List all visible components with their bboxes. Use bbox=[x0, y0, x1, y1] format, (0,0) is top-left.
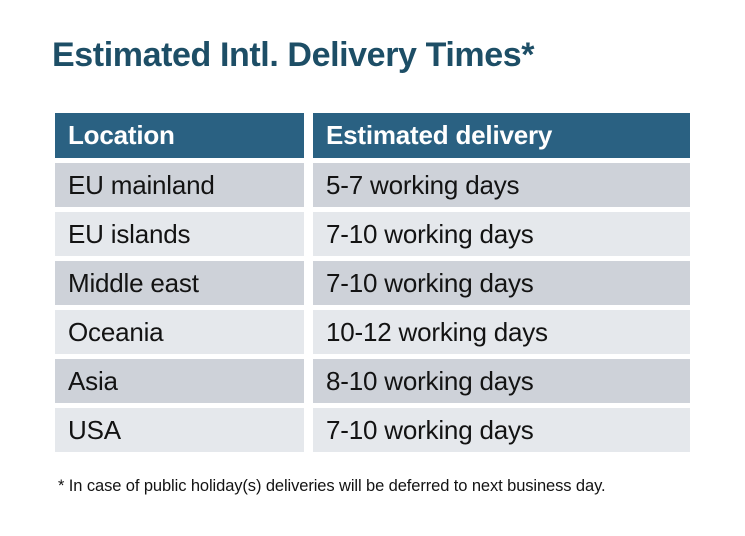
location-cell: Asia bbox=[55, 359, 304, 403]
delivery-cell: 7-10 working days bbox=[313, 261, 690, 305]
table-body: EU mainland 5-7 working days EU islands … bbox=[55, 163, 690, 452]
table-row: Middle east 7-10 working days bbox=[55, 261, 690, 305]
table-row: EU mainland 5-7 working days bbox=[55, 163, 690, 207]
delivery-times-table: Location Estimated delivery EU mainland … bbox=[55, 113, 690, 457]
delivery-cell: 7-10 working days bbox=[313, 212, 690, 256]
location-cell: USA bbox=[55, 408, 304, 452]
delivery-cell: 7-10 working days bbox=[313, 408, 690, 452]
table-row: Oceania 10-12 working days bbox=[55, 310, 690, 354]
location-cell: EU mainland bbox=[55, 163, 304, 207]
footnote: * In case of public holiday(s) deliverie… bbox=[58, 477, 606, 495]
location-cell: Oceania bbox=[55, 310, 304, 354]
column-header-location: Location bbox=[55, 113, 304, 158]
page-title: Estimated Intl. Delivery Times* bbox=[52, 36, 535, 74]
location-cell: Middle east bbox=[55, 261, 304, 305]
column-header-delivery: Estimated delivery bbox=[313, 113, 690, 158]
table-row: EU islands 7-10 working days bbox=[55, 212, 690, 256]
table-row: Asia 8-10 working days bbox=[55, 359, 690, 403]
table-row: USA 7-10 working days bbox=[55, 408, 690, 452]
delivery-cell: 10-12 working days bbox=[313, 310, 690, 354]
table-header-row: Location Estimated delivery bbox=[55, 113, 690, 158]
delivery-cell: 8-10 working days bbox=[313, 359, 690, 403]
delivery-cell: 5-7 working days bbox=[313, 163, 690, 207]
location-cell: EU islands bbox=[55, 212, 304, 256]
